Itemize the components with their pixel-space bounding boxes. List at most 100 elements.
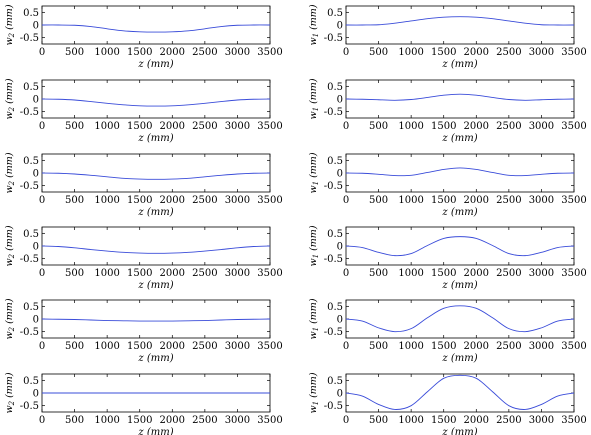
- x-tick-label: 0: [39, 415, 45, 426]
- y-axis-label: w1 (mm): [308, 372, 320, 413]
- x-tick-label: 0: [343, 47, 349, 58]
- x-tick-label: 3000: [225, 415, 250, 426]
- x-tick-label: 1500: [431, 47, 456, 58]
- x-tick-label: 0: [343, 195, 349, 206]
- y-axis-label-unit: (mm): [4, 78, 15, 107]
- x-tick-label: 1000: [94, 121, 119, 132]
- y-axis-label: w2 (mm): [4, 4, 16, 45]
- x-axis-label: z (mm): [137, 133, 173, 144]
- y-tick-label: -0.5: [20, 107, 39, 118]
- x-tick-label: 3000: [225, 268, 250, 279]
- y-axis-label-subscript: 1: [312, 327, 320, 331]
- y-axis-label-subscript: 1: [312, 33, 320, 37]
- x-tick-label: 2000: [464, 121, 489, 132]
- x-tick-label: 3500: [257, 121, 282, 132]
- y-tick-label: 0.5: [23, 229, 39, 240]
- y-tick-label: 0: [337, 21, 343, 32]
- x-tick-label: 3500: [257, 47, 282, 58]
- y-axis-label-unit: (mm): [4, 152, 15, 181]
- y-axis-label: w1 (mm): [308, 4, 320, 45]
- y-axis-label-symbol: w: [4, 331, 15, 339]
- x-tick-label: 1000: [94, 415, 119, 426]
- x-tick-label: 500: [369, 47, 388, 58]
- x-tick-label: 1500: [431, 121, 456, 132]
- y-axis-label-symbol: w: [308, 405, 319, 413]
- series-line: [345, 167, 575, 177]
- x-tick-label: 2500: [496, 47, 521, 58]
- y-tick-label: 0.5: [23, 156, 39, 167]
- y-tick-label: 0.5: [327, 376, 343, 387]
- x-tick-label: 1500: [127, 121, 152, 132]
- y-axis-label: w2 (mm): [4, 78, 16, 119]
- y-tick-label: 0.5: [23, 302, 39, 313]
- x-tick-label: 3000: [225, 195, 250, 206]
- x-tick-label: 1500: [127, 195, 152, 206]
- x-axis-label: z (mm): [441, 207, 477, 218]
- x-tick-label: 3000: [529, 47, 554, 58]
- y-axis-label-subscript: 1: [312, 107, 320, 111]
- y-tick-label: 0.5: [327, 156, 343, 167]
- y-axis-label: w1 (mm): [308, 78, 320, 119]
- subplot-right-3: 0 500 1000 1500 2000 2500 3000 3500 0.5 0-0.5 z (m…: [308, 152, 587, 218]
- y-axis-label-symbol: w: [308, 111, 319, 119]
- x-tick-label: 500: [65, 268, 84, 279]
- subplot-left-6: 0 500 1000 1500 2000 2500 3000 3500 0.5 0-0.5 z (m…: [4, 372, 283, 435]
- subplot-right-5: 0 500 1000 1500 2000 2500 3000 3500 0.5 0-0.5 z (m…: [308, 298, 587, 364]
- x-tick-label: 2500: [496, 415, 521, 426]
- plot-frame: [345, 226, 575, 266]
- x-tick-label: 1500: [431, 415, 456, 426]
- x-tick-label: 3000: [529, 195, 554, 206]
- y-axis-label-subscript: 2: [8, 180, 16, 186]
- y-tick-label: 0.5: [23, 376, 39, 387]
- plot-frame: [41, 153, 271, 193]
- y-axis-label-symbol: w: [4, 37, 15, 45]
- y-tick-label: 0: [33, 95, 39, 106]
- x-tick-label: 3000: [529, 121, 554, 132]
- series-line: [345, 374, 575, 410]
- series-line: [345, 305, 575, 333]
- y-tick-label: -0.5: [324, 107, 343, 118]
- plot-frame: [345, 79, 575, 119]
- x-tick-label: 0: [39, 47, 45, 58]
- x-tick-label: 1500: [431, 268, 456, 279]
- x-tick-label: 1500: [127, 47, 152, 58]
- x-tick-label: 1000: [398, 415, 423, 426]
- x-tick-label: 500: [369, 121, 388, 132]
- y-axis-label-subscript: 2: [8, 400, 16, 406]
- x-tick-label: 1000: [398, 47, 423, 58]
- y-axis-label-symbol: w: [308, 258, 319, 266]
- x-tick-label: 2000: [160, 341, 185, 352]
- series-line: [345, 93, 575, 101]
- y-tick-label: 0.5: [327, 82, 343, 93]
- y-axis-label-subscript: 2: [8, 253, 16, 259]
- x-tick-label: 1500: [127, 341, 152, 352]
- y-tick-label: 0: [33, 315, 39, 326]
- y-tick-label: 0: [337, 95, 343, 106]
- x-tick-label: 1000: [94, 341, 119, 352]
- y-tick-label: 0: [337, 315, 343, 326]
- x-tick-label: 1000: [94, 268, 119, 279]
- x-tick-label: 3500: [561, 415, 586, 426]
- y-tick-label: -0.5: [20, 33, 39, 44]
- x-tick-label: 3000: [225, 121, 250, 132]
- series-line: [41, 172, 271, 180]
- x-tick-label: 500: [65, 121, 84, 132]
- y-axis-label-subscript: 2: [8, 32, 16, 38]
- x-tick-label: 0: [343, 415, 349, 426]
- subplot-right-4: 0 500 1000 1500 2000 2500 3000 3500 0.5 0-0.5 z (m…: [308, 225, 587, 291]
- x-tick-label: 1000: [398, 341, 423, 352]
- y-axis-label-unit: (mm): [308, 78, 319, 107]
- x-tick-label: 0: [39, 268, 45, 279]
- x-tick-label: 500: [65, 195, 84, 206]
- subplot-right-1: 0 500 1000 1500 2000 2500 3000 3500 0.5 0-0.5 z (m…: [308, 4, 587, 70]
- y-axis-label-unit: (mm): [4, 225, 15, 254]
- x-tick-label: 2000: [464, 47, 489, 58]
- x-tick-label: 2500: [192, 341, 217, 352]
- y-tick-label: 0.5: [327, 8, 343, 19]
- series-line: [345, 236, 575, 257]
- x-tick-label: 0: [343, 268, 349, 279]
- subplot-left-5: 0 500 1000 1500 2000 2500 3000 3500 0.5 0-0.5 z (m…: [4, 298, 283, 364]
- y-axis-label-subscript: 1: [312, 254, 320, 258]
- x-axis-label: z (mm): [137, 353, 173, 364]
- x-tick-label: 2500: [192, 121, 217, 132]
